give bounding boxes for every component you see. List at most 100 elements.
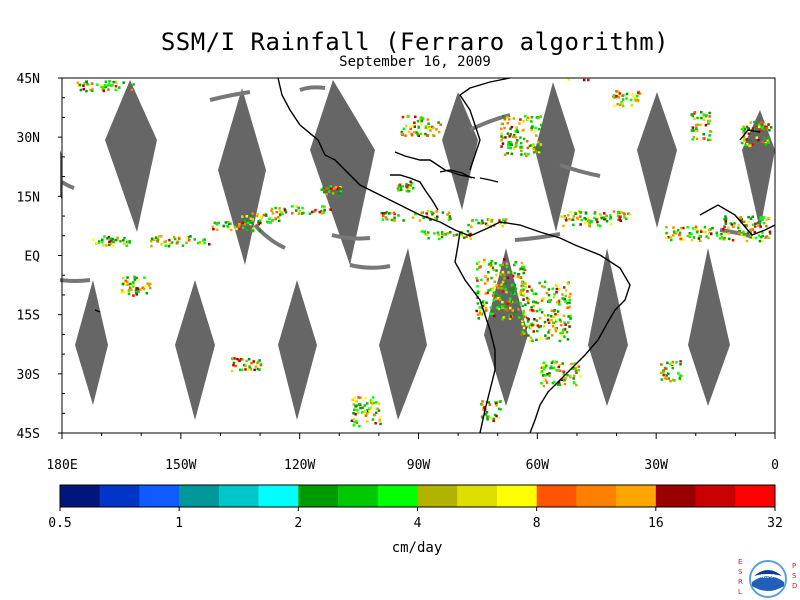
- rain-cell: [528, 285, 531, 288]
- rain-cell: [572, 367, 576, 370]
- rain-cell: [695, 130, 698, 133]
- rain-cell: [156, 239, 159, 242]
- rain-cell: [532, 148, 535, 151]
- rain-cell: [524, 326, 527, 330]
- rain-cell: [616, 211, 620, 215]
- rain-cell: [506, 143, 510, 147]
- rain-cell: [323, 208, 326, 212]
- rain-cell: [620, 100, 623, 104]
- rain-cell: [522, 315, 526, 318]
- rain-cell: [137, 290, 140, 294]
- rain-cell: [617, 94, 620, 98]
- rain-cell: [314, 208, 317, 212]
- rain-cell: [768, 230, 772, 233]
- rain-cell: [222, 224, 225, 228]
- rain-cell: [233, 357, 236, 360]
- rain-cell: [103, 84, 107, 87]
- rain-cell: [388, 212, 391, 215]
- rain-cell: [615, 95, 618, 98]
- rain-cell: [584, 218, 588, 221]
- rain-cell: [400, 132, 403, 136]
- rain-cell: [521, 265, 524, 269]
- rain-cell: [562, 224, 565, 228]
- rain-cell: [248, 366, 251, 370]
- rain-cell: [405, 185, 408, 188]
- rain-cell: [729, 222, 732, 225]
- rain-cell: [325, 193, 328, 196]
- rain-cell: [503, 258, 506, 261]
- rain-cell: [688, 235, 692, 238]
- rain-cell: [767, 136, 770, 140]
- rain-cell: [115, 81, 118, 85]
- rain-cells: [76, 78, 773, 428]
- rain-cell: [493, 222, 496, 226]
- rain-cell: [548, 372, 551, 375]
- rain-cell: [757, 224, 760, 227]
- rain-cell: [270, 219, 274, 222]
- rain-cell: [699, 123, 702, 127]
- swath-gap: [75, 280, 108, 405]
- rain-cell: [708, 134, 711, 137]
- rain-cell: [638, 92, 642, 95]
- rain-cell: [420, 230, 424, 233]
- rain-cell: [621, 104, 625, 108]
- rain-cell: [181, 244, 185, 247]
- rain-cell: [492, 417, 495, 421]
- rain-cell: [765, 127, 769, 130]
- rain-cell: [271, 212, 275, 215]
- rain-cell: [251, 212, 254, 215]
- rain-cell: [686, 234, 690, 238]
- colorbar-segment: [139, 485, 180, 507]
- rain-cell: [491, 294, 495, 297]
- rain-cell: [259, 219, 262, 222]
- rain-cell: [416, 131, 420, 134]
- rain-cell: [530, 127, 534, 131]
- rain-cell: [508, 317, 512, 320]
- rain-cell: [488, 403, 492, 406]
- rain-cell: [173, 237, 177, 241]
- rain-cell: [147, 284, 151, 287]
- longitude-axis: 180E 150W 120W 90W 60W 30W 0: [46, 433, 779, 473]
- rain-cell: [560, 215, 563, 218]
- rain-cell: [496, 286, 500, 290]
- rain-cell: [132, 283, 135, 286]
- rain-cell: [502, 273, 506, 277]
- rain-cell: [609, 216, 612, 219]
- rain-cell: [251, 218, 255, 221]
- rain-cell: [542, 367, 546, 371]
- rain-cell: [753, 230, 756, 234]
- logo-letter: R: [738, 578, 743, 586]
- rain-cell: [232, 364, 235, 367]
- coastline: [459, 77, 511, 171]
- rain-cell: [160, 243, 163, 246]
- rain-cell: [742, 230, 745, 234]
- rain-cell: [724, 220, 727, 223]
- rain-cell: [554, 361, 557, 365]
- rain-cell: [298, 210, 302, 213]
- rain-cell: [565, 219, 568, 222]
- rain-cell: [493, 413, 497, 417]
- rain-cell: [257, 221, 260, 224]
- rain-cell: [489, 417, 493, 420]
- colorbar-segment: [338, 485, 379, 507]
- rain-cell: [481, 221, 485, 225]
- rain-cell: [438, 237, 441, 241]
- rain-cell: [675, 361, 678, 364]
- rain-cell: [628, 213, 631, 216]
- rain-cell: [579, 211, 582, 214]
- rain-cell: [377, 409, 381, 412]
- rain-cell: [420, 211, 424, 214]
- rain-cell: [515, 128, 519, 132]
- rain-cell: [535, 319, 539, 322]
- rain-cell: [504, 288, 507, 291]
- rain-cell: [511, 287, 515, 290]
- rain-cell: [114, 238, 117, 242]
- rain-cell: [602, 216, 605, 219]
- rain-cell: [521, 322, 524, 326]
- rain-cell: [572, 377, 575, 380]
- rain-cell: [600, 216, 603, 220]
- rain-cell: [544, 366, 547, 369]
- rain-cell: [530, 289, 534, 292]
- rain-cell: [520, 145, 523, 148]
- logo-letter: E: [738, 558, 742, 566]
